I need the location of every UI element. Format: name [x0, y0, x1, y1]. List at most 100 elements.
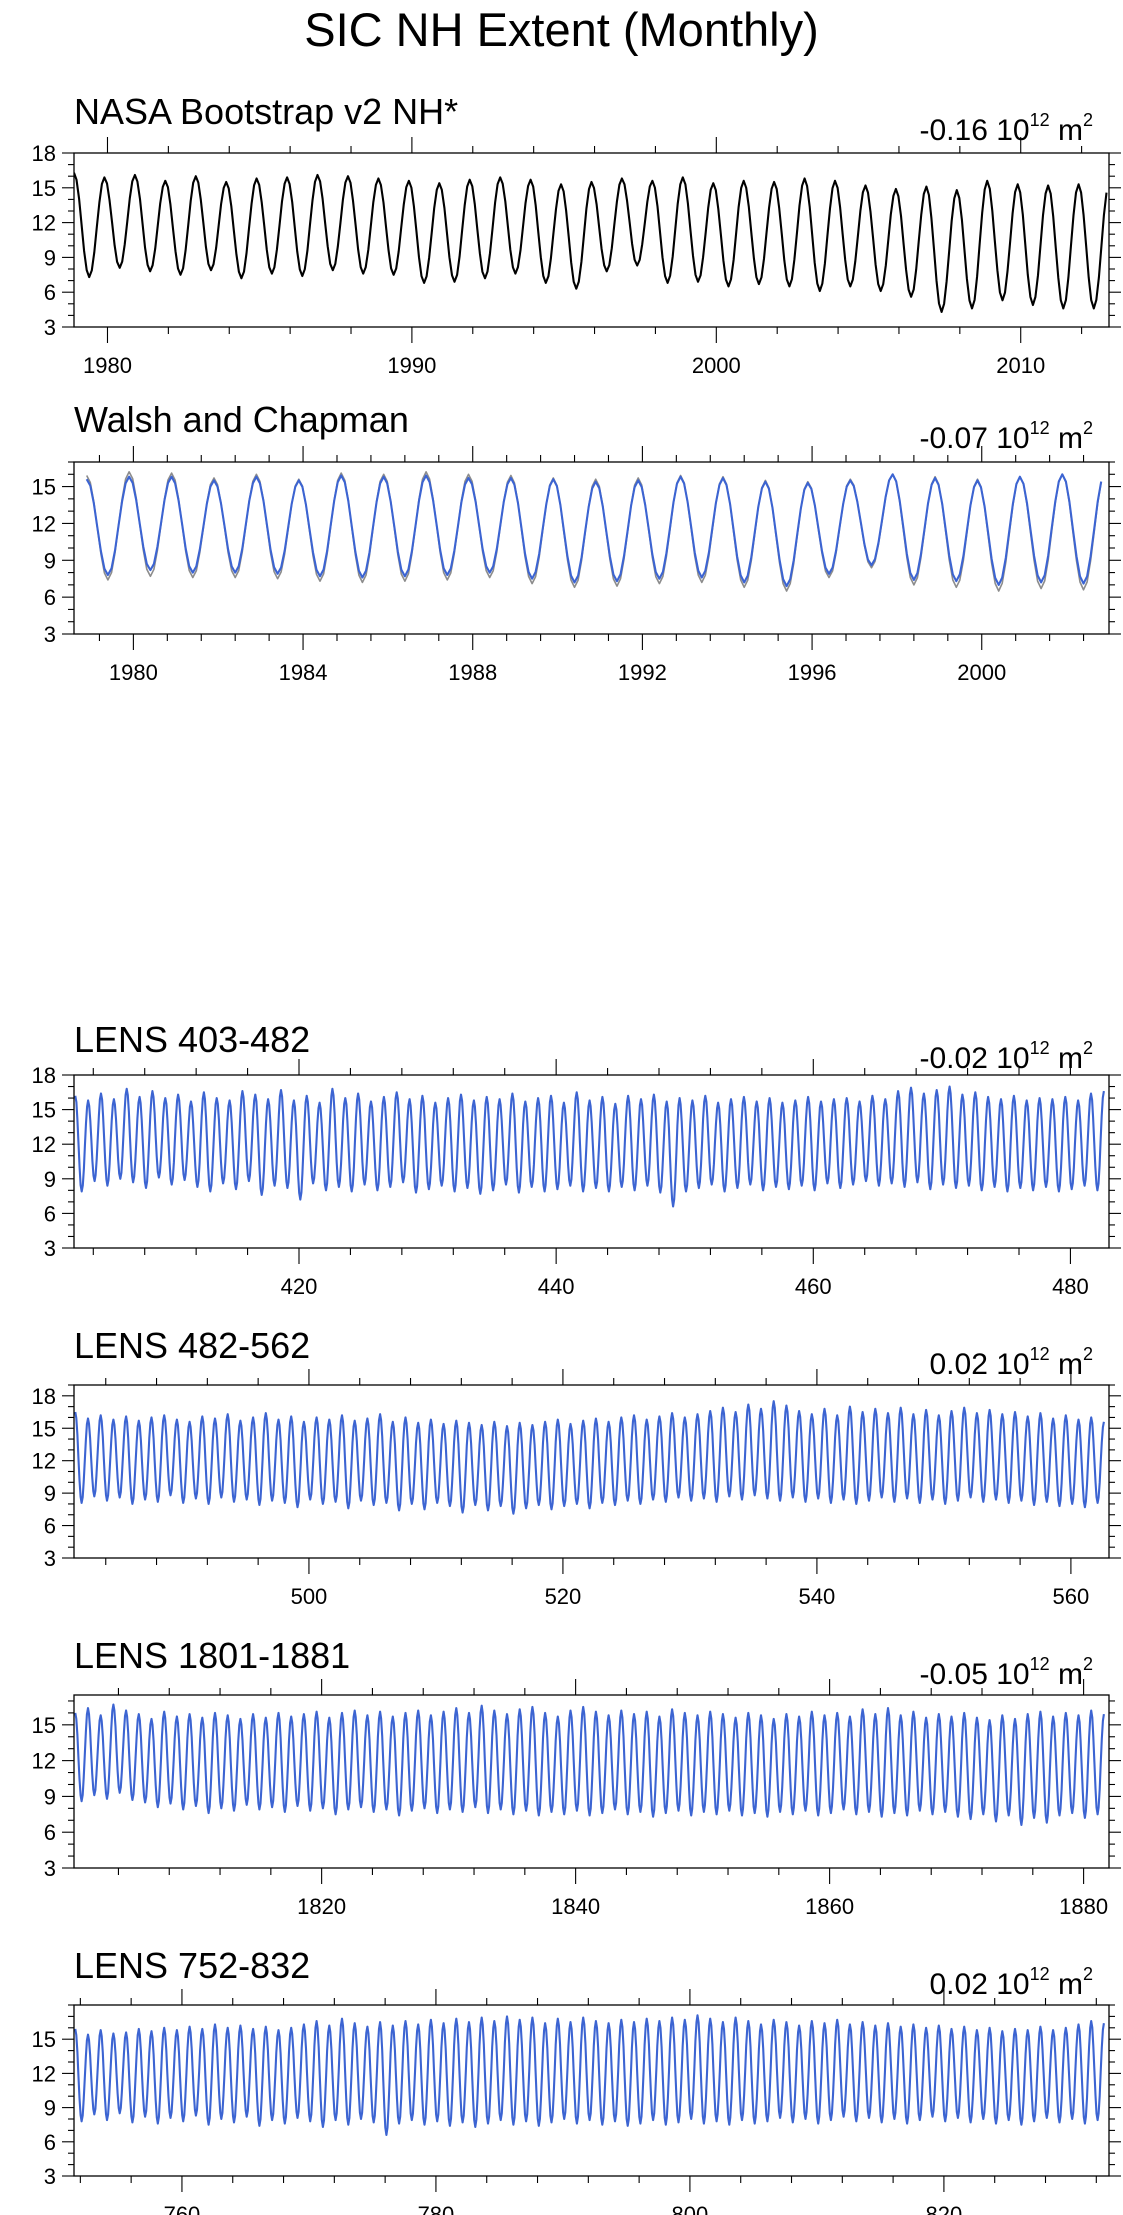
- trend-annotation: 0.02 1012 m2: [930, 1954, 1094, 2005]
- x-tick-label: 1840: [551, 1894, 600, 1919]
- y-tick-label: 3: [44, 315, 56, 340]
- trend-unit-tail: m: [1057, 1968, 1083, 2001]
- x-tick-label: 540: [799, 1584, 836, 1609]
- trend-unit-tail-exponent: 2: [1082, 1654, 1093, 1674]
- x-tick-label: 1820: [297, 1894, 346, 1919]
- y-tick-label: 3: [44, 1546, 56, 1571]
- x-tick-label: 520: [545, 1584, 582, 1609]
- x-tick-label: 440: [538, 1274, 575, 1299]
- trend-unit-tail-exponent: 2: [1082, 1964, 1093, 1984]
- panel-title: Walsh and Chapman: [74, 399, 409, 440]
- y-tick-label: 15: [32, 176, 56, 201]
- trend-annotation: -0.07 1012 m2: [920, 408, 1094, 459]
- x-tick-label: 1992: [618, 660, 667, 685]
- series-line-1: [74, 1703, 1105, 1827]
- trend-value: -0.16: [919, 114, 988, 147]
- y-tick-label: 15: [32, 1713, 56, 1738]
- trend-annotation: -0.02 1012 m2: [920, 1028, 1094, 1079]
- plot-frame: [73, 1074, 1110, 1249]
- trend-value: -0.02: [919, 1042, 988, 1075]
- y-tick-label: 12: [32, 1132, 56, 1157]
- x-tick-label: 2010: [996, 353, 1045, 378]
- panel-title: LENS 403-482: [74, 1019, 311, 1060]
- trend-annotation: -0.16 1012 m2: [920, 100, 1094, 151]
- y-tick-label: 18: [32, 141, 56, 166]
- y-tick-label: 6: [44, 1514, 56, 1539]
- trend-unit-exponent: 12: [1029, 1344, 1050, 1364]
- x-tick-label: 420: [281, 1274, 318, 1299]
- x-tick-label: 1988: [448, 660, 497, 685]
- y-tick-label: 15: [32, 2027, 56, 2052]
- series-line-1: [74, 2014, 1105, 2137]
- y-tick-label: 6: [44, 585, 56, 610]
- y-tick-label: 9: [44, 1167, 56, 1192]
- x-tick-label: 1984: [279, 660, 328, 685]
- y-tick-label: 6: [44, 1201, 56, 1226]
- x-tick-label: 820: [926, 2202, 963, 2215]
- y-tick-label: 18: [32, 1063, 56, 1088]
- y-tick-label: 15: [32, 1416, 56, 1441]
- x-tick-label: 1860: [805, 1894, 854, 1919]
- trend-unit-base: 10: [996, 422, 1030, 455]
- trend-value: 0.02: [929, 1348, 988, 1381]
- y-tick-label: 15: [32, 1098, 56, 1123]
- y-tick-label: 3: [44, 2164, 56, 2189]
- x-tick-label: 500: [291, 1584, 328, 1609]
- trend-annotation: -0.05 1012 m2: [920, 1644, 1094, 1695]
- x-tick-label: 1996: [788, 660, 837, 685]
- y-tick-label: 3: [44, 1236, 56, 1261]
- trend-unit-base: 10: [996, 114, 1030, 147]
- x-tick-label: 1980: [83, 353, 132, 378]
- y-tick-label: 9: [44, 548, 56, 573]
- trend-unit-tail-exponent: 2: [1082, 110, 1093, 130]
- x-tick-label: 1880: [1059, 1894, 1108, 1919]
- trend-unit-exponent: 12: [1029, 1964, 1050, 1984]
- y-tick-label: 12: [32, 1449, 56, 1474]
- y-tick-label: 12: [32, 1749, 56, 1774]
- trend-unit-tail: m: [1057, 114, 1083, 147]
- y-tick-label: 9: [44, 245, 56, 270]
- y-tick-label: 12: [32, 2061, 56, 2086]
- x-tick-label: 1990: [387, 353, 436, 378]
- x-tick-label: 2000: [692, 353, 741, 378]
- y-tick-label: 3: [44, 622, 56, 647]
- panel-title: LENS 1801-1881: [74, 1635, 351, 1676]
- trend-unit-exponent: 12: [1029, 1654, 1050, 1674]
- x-tick-label: 560: [1053, 1584, 1090, 1609]
- x-tick-label: 780: [418, 2202, 455, 2215]
- panel-title: LENS 482-562: [74, 1325, 311, 1366]
- x-tick-label: 480: [1052, 1274, 1089, 1299]
- trend-unit-exponent: 12: [1029, 418, 1050, 438]
- plot-frame: [73, 152, 1110, 328]
- trend-unit-tail: m: [1057, 1658, 1083, 1691]
- series-line-2: [85, 473, 1103, 588]
- page-title: SIC NH Extent (Monthly): [304, 3, 819, 56]
- series-line-1: [74, 172, 1108, 313]
- y-tick-label: 18: [32, 1384, 56, 1409]
- trend-unit-exponent: 12: [1029, 110, 1050, 130]
- trend-unit-tail-exponent: 2: [1082, 418, 1093, 438]
- y-tick-label: 15: [32, 475, 56, 500]
- plot-frame: [73, 1694, 1110, 1869]
- plot-frame: [73, 2004, 1110, 2177]
- x-tick-label: 460: [795, 1274, 832, 1299]
- x-tick-label: 800: [672, 2202, 709, 2215]
- trend-unit-base: 10: [996, 1348, 1030, 1381]
- y-tick-label: 12: [32, 511, 56, 536]
- y-tick-label: 6: [44, 1820, 56, 1845]
- trend-unit-base: 10: [996, 1968, 1030, 2001]
- y-tick-label: 3: [44, 1856, 56, 1881]
- y-tick-label: 9: [44, 2096, 56, 2121]
- series-line-1: [74, 1085, 1105, 1208]
- trend-unit-tail: m: [1057, 422, 1083, 455]
- trend-unit-base: 10: [996, 1658, 1030, 1691]
- trend-unit-tail-exponent: 2: [1082, 1038, 1093, 1058]
- y-tick-label: 9: [44, 1481, 56, 1506]
- y-tick-label: 9: [44, 1784, 56, 1809]
